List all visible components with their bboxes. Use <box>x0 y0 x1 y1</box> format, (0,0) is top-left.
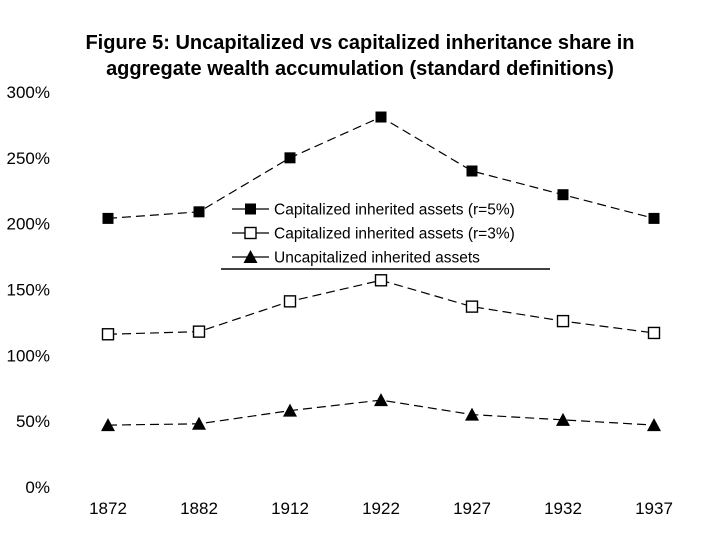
data-point-marker-filled-triangle <box>465 407 479 421</box>
y-tick-label: 0% <box>25 478 50 497</box>
x-tick-label: 1937 <box>635 499 673 518</box>
data-point-marker-filled-triangle <box>283 403 297 417</box>
x-tick-label: 1882 <box>180 499 218 518</box>
legend-item-label: Uncapitalized inherited assets <box>274 250 480 267</box>
legend-item-label: Capitalized inherited assets (r=3%) <box>274 226 515 243</box>
chart-title: Figure 5: Uncapitalized vs capitalized i… <box>0 30 720 82</box>
y-tick-label: 50% <box>16 412 50 431</box>
y-tick-label: 150% <box>7 281 50 300</box>
data-point-marker-filled-triangle <box>101 418 115 432</box>
data-point-marker-filled-triangle <box>192 416 206 430</box>
x-tick-label: 1912 <box>271 499 309 518</box>
legend-item-label: Capitalized inherited assets (r=5%) <box>274 202 515 219</box>
y-tick-label: 100% <box>7 346 50 365</box>
data-point-marker-open-square <box>556 314 570 328</box>
data-point-marker-open-square <box>283 295 297 308</box>
data-point-marker-filled-square <box>557 189 569 201</box>
data-point-marker-open-square <box>192 325 206 338</box>
legend-marker-open-square <box>244 226 257 240</box>
data-point-marker-open-square <box>465 300 479 313</box>
x-tick-label: 1872 <box>89 499 127 518</box>
y-tick-label: 200% <box>7 215 50 234</box>
legend-marker-filled-triangle <box>243 250 258 263</box>
data-point-marker-filled-square <box>648 212 660 224</box>
data-point-marker-filled-square <box>193 206 205 218</box>
chart-title-line-1: Figure 5: Uncapitalized vs capitalized i… <box>85 32 635 54</box>
x-tick-label: 1932 <box>544 499 582 518</box>
data-point-marker-open-square <box>101 328 115 341</box>
data-point-marker-filled-square <box>102 212 114 224</box>
data-point-marker-open-square <box>374 274 388 287</box>
y-tick-label: 300% <box>7 83 50 102</box>
series-line-1 <box>107 279 655 335</box>
data-point-marker-filled-triangle <box>556 412 570 426</box>
x-tick-label: 1922 <box>362 499 400 518</box>
data-point-marker-filled-square <box>375 111 387 123</box>
data-point-marker-filled-square <box>284 152 296 164</box>
data-point-marker-filled-triangle <box>374 393 388 407</box>
x-tick-label: 1927 <box>453 499 491 518</box>
chart-title-line-2: aggregate wealth accumulation (standard … <box>106 58 614 80</box>
data-point-marker-filled-triangle <box>647 418 661 432</box>
y-tick-label: 250% <box>7 149 50 168</box>
legend-marker-filled-square <box>245 203 256 215</box>
data-point-marker-filled-square <box>466 165 478 177</box>
data-point-marker-open-square <box>647 326 661 340</box>
